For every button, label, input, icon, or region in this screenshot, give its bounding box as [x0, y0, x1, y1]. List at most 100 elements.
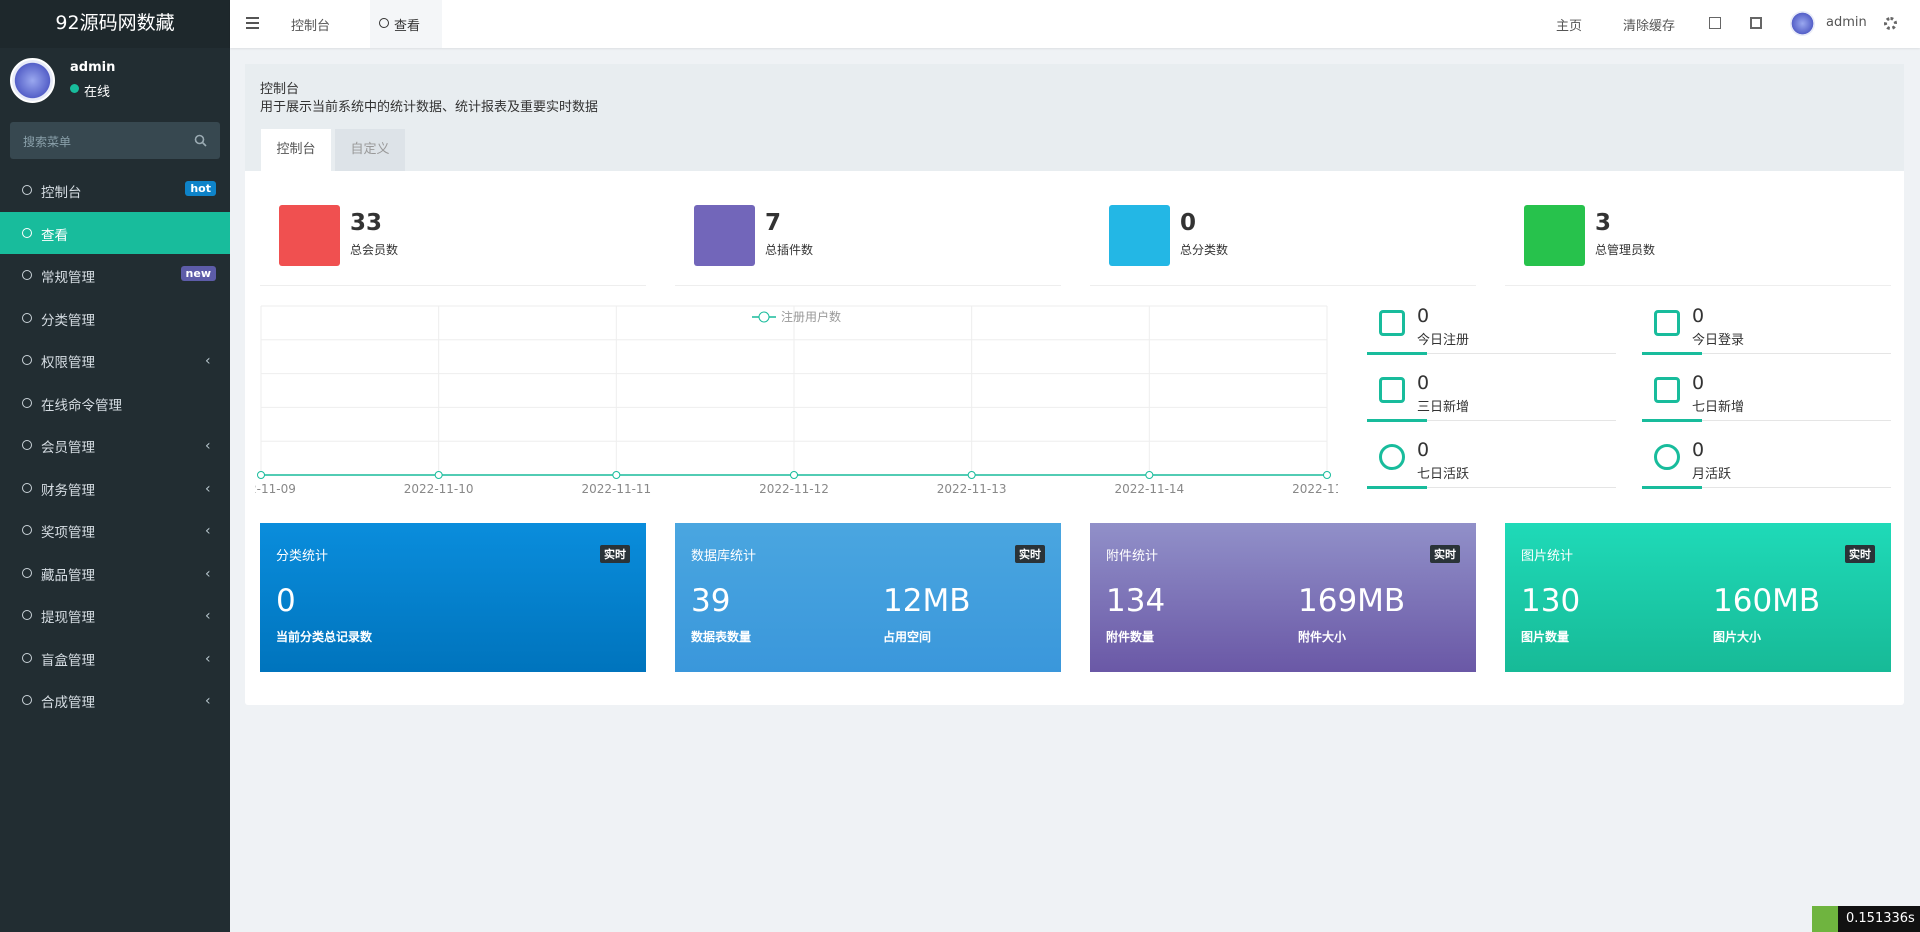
menu-icon [22, 397, 32, 408]
legend-marker [758, 311, 770, 323]
menu-label: 分类管理 [41, 312, 95, 329]
legend-label: 注册用户数 [781, 309, 841, 324]
quick-accent [1642, 486, 1702, 489]
stat-panel: 附件统计 实时 134 附件数量 169MB 附件大小 [1090, 523, 1476, 672]
data-point [1323, 471, 1331, 479]
fullscreen-icon[interactable] [1750, 17, 1762, 29]
quick-label: 今日注册 [1417, 333, 1470, 348]
quick-value: 0 [1417, 439, 1430, 461]
stat-label: 总管理员数 [1595, 243, 1656, 257]
menu-item[interactable]: 在线命令管理 [0, 382, 230, 424]
logo[interactable]: 92源码网数藏 [0, 0, 230, 48]
menu-item[interactable]: 奖项管理 ‹ [0, 509, 230, 551]
top-avatar[interactable] [1790, 11, 1815, 36]
panel-label: 占用空间 [883, 630, 932, 644]
menu-icon [22, 312, 32, 323]
trace-badge: 0.151336s [1812, 906, 1920, 932]
menu-label: 在线命令管理 [41, 397, 122, 414]
panel-title: 附件统计 [1106, 549, 1159, 564]
menu-icon [22, 482, 32, 493]
panel-label: 附件大小 [1298, 630, 1347, 644]
menu-label: 盲盒管理 [41, 652, 95, 669]
menu-icon [22, 227, 32, 238]
menu-toggle[interactable] [246, 17, 259, 29]
stat-divider [260, 285, 646, 286]
menu-arrow: ‹ [205, 693, 211, 709]
menu-item[interactable]: 提现管理 ‹ [0, 594, 230, 636]
menu-arrow: ‹ [205, 608, 211, 624]
stat-panel: 图片统计 实时 130 图片数量 160MB 图片大小 [1505, 523, 1891, 672]
lang-icon[interactable] [1709, 17, 1721, 29]
quick-divider [1642, 487, 1891, 488]
nav-tab[interactable]: 控制台 [291, 19, 331, 34]
menu-item[interactable]: 盲盒管理 ‹ [0, 637, 230, 679]
quick-icon [1379, 377, 1405, 403]
menu-item[interactable]: 分类管理 [0, 297, 230, 339]
quick-accent [1642, 352, 1702, 355]
top-user[interactable]: admin [1826, 15, 1867, 30]
menu-label: 会员管理 [41, 440, 95, 456]
x-tick-label: 2022-11-09 [255, 482, 296, 496]
panel-label: 附件数量 [1106, 630, 1155, 644]
data-point [257, 471, 265, 479]
x-tick-label: 2022-11-14 [1114, 482, 1184, 496]
panel-label: 数据表数量 [691, 630, 752, 644]
menu-item[interactable]: 藏品管理 ‹ [0, 552, 230, 594]
menu-item[interactable]: 查看 [0, 211, 230, 254]
menu-item[interactable]: 合成管理 ‹ [0, 679, 230, 721]
search-box[interactable]: 搜索菜单 [10, 122, 220, 159]
menu-item[interactable]: 权限管理 ‹ [0, 339, 230, 381]
x-tick-label: 2022-11-11 [581, 482, 651, 496]
clear-cache[interactable]: 清除缓存 [1623, 19, 1676, 34]
menu-label: 提现管理 [41, 610, 95, 626]
quick-divider [1642, 420, 1891, 421]
menu-item[interactable]: 控制台 hot [0, 169, 230, 211]
data-point [434, 471, 443, 479]
menu-item[interactable]: 财务管理 ‹ [0, 467, 230, 509]
menu-label: 财务管理 [41, 482, 95, 499]
stat-value: 0 [1180, 210, 1197, 236]
page-title: 控制台 [260, 82, 300, 97]
stat-value: 7 [765, 210, 782, 236]
panel-value: 160MB [1713, 583, 1821, 619]
panel-title: 图片统计 [1521, 549, 1574, 564]
trace-time: 0.151336s [1846, 911, 1915, 926]
trace-logo [1812, 906, 1838, 932]
home-link[interactable]: 主页 [1556, 19, 1583, 34]
data-point [967, 471, 976, 479]
panel-value: 134 [1106, 583, 1166, 619]
status-dot [70, 84, 79, 93]
panel-value: 169MB [1298, 583, 1406, 619]
topbar: 控制台 查看 主页 清除缓存 admin [230, 0, 1920, 48]
quick-value: 0 [1417, 305, 1430, 327]
panel-tag: 实时 [1845, 545, 1875, 563]
menu-item[interactable]: 会员管理 ‹ [0, 424, 230, 466]
menu-label: 藏品管理 [41, 567, 95, 584]
menu-icon [22, 610, 32, 620]
menu-icon [22, 440, 32, 450]
menu-label: 合成管理 [41, 695, 95, 711]
stat-panel: 数据库统计 实时 39 数据表数量 12MB 占用空间 [675, 523, 1061, 672]
stat-divider [1505, 285, 1891, 286]
menu-icon [22, 185, 32, 195]
menu-item[interactable]: 常规管理 new [0, 254, 230, 296]
panel-label: 图片数量 [1521, 630, 1570, 644]
quick-label: 今日登录 [1692, 333, 1745, 348]
settings-icon[interactable] [1884, 17, 1897, 30]
stat-label: 总插件数 [765, 243, 814, 257]
content-tab[interactable]: 自定义 [335, 129, 405, 171]
quick-accent [1367, 352, 1427, 355]
menu-badge: hot [185, 181, 216, 196]
nav-tab-active[interactable]: 查看 [370, 0, 442, 48]
panel-label: 当前分类总记录数 [276, 630, 373, 644]
content-tab-active[interactable]: 控制台 [261, 129, 331, 171]
menu-arrow: ‹ [205, 523, 211, 539]
menu-icon [22, 567, 32, 578]
quick-label: 七日新增 [1692, 400, 1745, 415]
stat-icon [1524, 205, 1585, 266]
nav-tab-label: 查看 [394, 19, 421, 34]
quick-icon [1379, 310, 1405, 336]
panel-value: 0 [276, 583, 296, 619]
menu-icon [22, 355, 32, 365]
